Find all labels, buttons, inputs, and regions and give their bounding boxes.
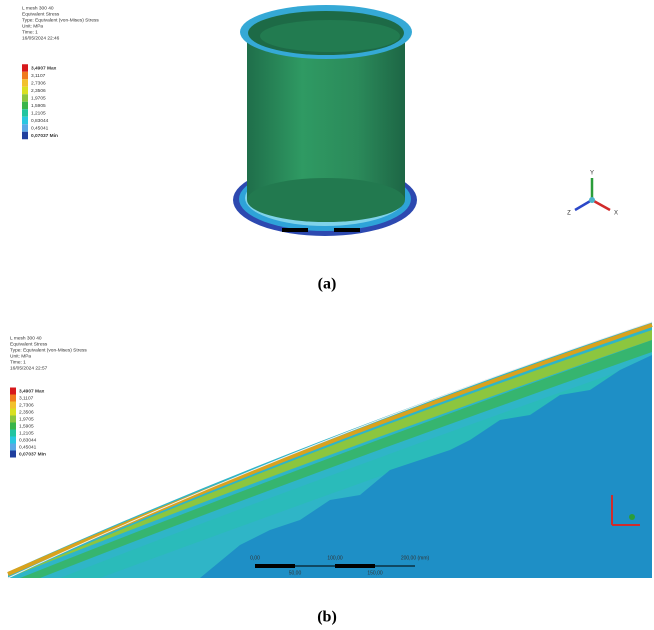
legend-swatch: [22, 117, 28, 125]
legend-swatch: [22, 64, 28, 72]
legend-label: 0,07037 Min: [31, 133, 58, 139]
legend-label: 1,5905: [31, 103, 46, 109]
caption: (b): [317, 609, 337, 626]
info-line: Equivalent Stress: [22, 11, 60, 17]
legend-label: 0,45041: [19, 444, 37, 450]
legend-label: 2,3506: [31, 88, 46, 94]
triad-label: X: [614, 211, 618, 217]
legend-swatch: [10, 423, 16, 430]
info-line: Type: Equivalent (von-Mises) Stress: [22, 17, 99, 23]
legend-label: 0,07037 Min: [19, 451, 46, 457]
legend-swatch: [22, 87, 28, 95]
scale-label: 100,00: [327, 555, 343, 561]
legend-swatch: [22, 124, 28, 132]
legend-label: 1,2105: [31, 110, 46, 116]
legend-label: 1,9705: [31, 95, 46, 101]
scale-label: 150,00: [367, 570, 383, 576]
legend-label: 3,4907 Max: [31, 65, 57, 71]
figure: L mesh 300 40Equivalent StressType: Equi…: [0, 0, 654, 630]
legend-label: 1,9705: [19, 416, 34, 422]
legend-swatch: [10, 451, 16, 458]
info-line: 16/05/2024 22:46: [22, 35, 60, 41]
legend-label: 1,2105: [19, 430, 34, 436]
legend-label: 1,5905: [19, 423, 34, 429]
legend-label: 3,4907 Max: [19, 388, 45, 394]
legend-swatch: [22, 72, 28, 80]
triad-label: Z: [567, 211, 571, 217]
info-line: Type: Equivalent (von-Mises) Stress: [10, 347, 87, 353]
legend-swatch: [22, 79, 28, 87]
legend-swatch: [22, 94, 28, 102]
triad-label: Y: [590, 171, 594, 177]
legend-label: 3,1107: [19, 395, 34, 401]
info-line: 16/05/2024 22:57: [10, 365, 48, 371]
legend-label: 2,7306: [19, 402, 34, 408]
legend-swatch: [10, 416, 16, 423]
info-line: Unit: MPa: [22, 23, 43, 29]
info-line: L mesh 300 40: [22, 5, 54, 11]
legend-label: 0,83044: [19, 437, 37, 443]
legend-label: 0,83044: [31, 118, 49, 124]
legend-swatch: [22, 102, 28, 110]
legend-swatch: [10, 437, 16, 444]
scale-label: 50,00: [289, 570, 302, 576]
info-line: Unit: MPa: [10, 353, 31, 359]
caption: (a): [318, 276, 337, 293]
info-line: Time: 1: [22, 29, 38, 35]
legend-label: 2,7306: [31, 80, 46, 86]
legend-swatch: [10, 402, 16, 409]
info-line: Time: 1: [10, 359, 26, 365]
legend-swatch: [10, 444, 16, 451]
info-line: L mesh 300 40: [10, 335, 42, 341]
scale-label: 0,00: [250, 555, 260, 561]
legend-swatch: [10, 409, 16, 416]
legend-swatch: [22, 132, 28, 140]
legend-swatch: [22, 109, 28, 117]
legend-swatch: [10, 430, 16, 437]
triad: [575, 178, 610, 210]
legend-swatch: [10, 388, 16, 395]
legend-label: 0,45041: [31, 125, 49, 131]
info-line: Equivalent Stress: [10, 341, 48, 347]
model-a: [233, 5, 417, 236]
legend-label: 2,3506: [19, 409, 34, 415]
legend-label: 3,1107: [31, 73, 46, 79]
scale-label: 200,00 (mm): [401, 555, 430, 561]
legend-swatch: [10, 395, 16, 402]
model-b: [8, 322, 652, 578]
